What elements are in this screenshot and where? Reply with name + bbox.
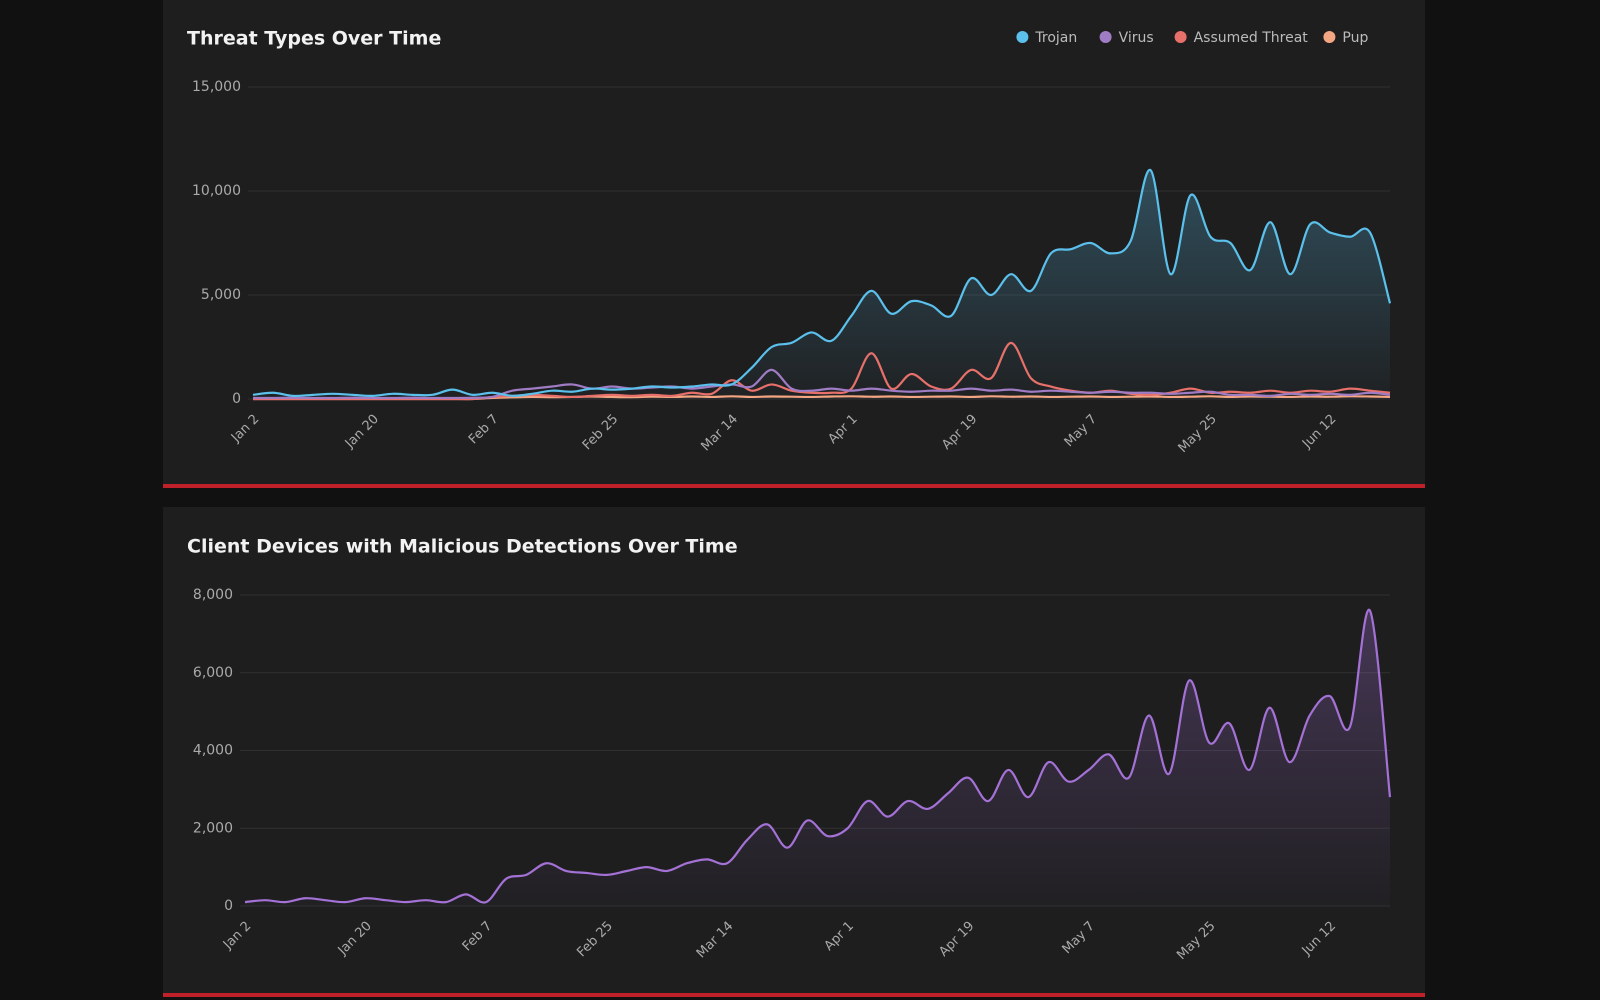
legend-marker bbox=[1016, 31, 1029, 43]
y-tick-label: 6,000 bbox=[193, 665, 233, 681]
panel bbox=[163, 0, 1425, 488]
y-tick-label: 15,000 bbox=[192, 79, 241, 95]
chart-title: Client Devices with Malicious Detections… bbox=[187, 536, 738, 558]
y-tick-label: 2,000 bbox=[193, 820, 233, 836]
legend-label: Trojan bbox=[1034, 30, 1077, 46]
area bbox=[245, 609, 1390, 906]
y-tick-label: 0 bbox=[224, 898, 233, 914]
chart-title: Threat Types Over Time bbox=[187, 28, 441, 50]
y-tick-label: 8,000 bbox=[193, 587, 233, 603]
line bbox=[252, 368, 1391, 400]
panel-border bbox=[163, 993, 1425, 997]
legend-marker bbox=[1099, 31, 1112, 43]
legend-label: Virus bbox=[1119, 30, 1154, 46]
panel-border bbox=[163, 484, 1425, 488]
legend-label: Assumed Threat bbox=[1194, 30, 1309, 46]
y-tick-label: 0 bbox=[232, 391, 241, 407]
line bbox=[252, 169, 1392, 398]
legend-label: Pup bbox=[1342, 30, 1368, 46]
y-tick-label: 10,000 bbox=[192, 183, 241, 199]
line bbox=[244, 609, 1392, 904]
y-tick-label: 4,000 bbox=[193, 743, 233, 759]
legend-marker bbox=[1174, 31, 1187, 43]
area bbox=[253, 169, 1390, 399]
y-tick-label: 5,000 bbox=[201, 287, 241, 303]
legend-marker bbox=[1323, 31, 1336, 43]
